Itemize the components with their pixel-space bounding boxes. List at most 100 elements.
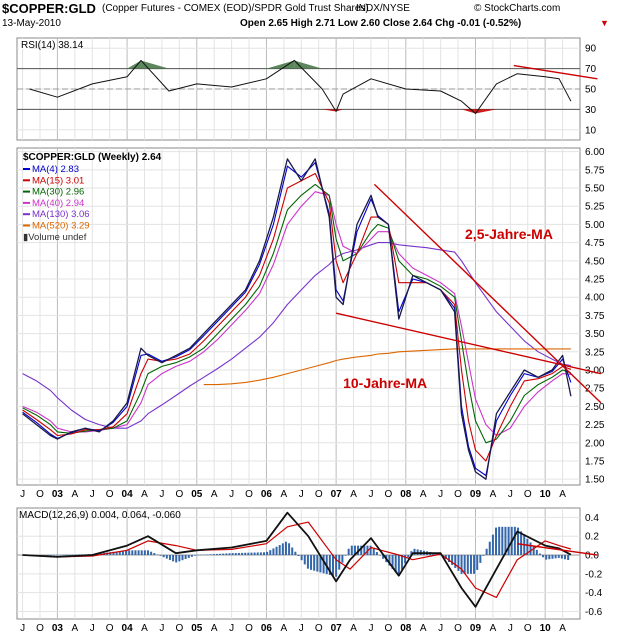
legend-entry: MA(30) 2.96 <box>32 187 84 198</box>
price-x-tick-label: A <box>71 489 78 500</box>
macd-histogram-bar <box>532 546 535 556</box>
macd-histogram-bar <box>222 553 225 556</box>
macd-x-tick-label: J <box>20 623 25 634</box>
macd-histogram-bar <box>71 554 74 556</box>
ohlc-readout: Open 2.65 High 2.71 Low 2.60 Close 2.64 … <box>240 18 522 29</box>
macd-histogram-bar <box>275 546 278 556</box>
price-x-tick-label: O <box>384 489 392 500</box>
price-x-tick-label: J <box>368 489 373 500</box>
macd-histogram-bar <box>284 541 287 556</box>
macd-histogram-bar <box>263 552 266 556</box>
price-x-tick-label: 06 <box>261 489 273 500</box>
macd-histogram-bar <box>78 554 81 556</box>
macd-histogram-bar <box>215 553 218 556</box>
macd-histogram-bar <box>256 552 259 556</box>
macd-histogram-bar <box>197 554 200 556</box>
macd-x-tick-label: 07 <box>331 623 343 634</box>
price-y-tick-label: 2.25 <box>585 420 605 431</box>
macd-histogram-bar <box>121 550 124 556</box>
macd-histogram-bar <box>278 545 281 556</box>
price-x-tick-label: J <box>229 489 234 500</box>
macd-histogram-bar <box>397 555 400 576</box>
price-x-tick-label: O <box>106 489 114 500</box>
macd-x-tick-label: 10 <box>540 623 552 634</box>
macd-histogram-bar <box>491 534 494 556</box>
macd-x-tick-label: A <box>420 623 427 634</box>
macd-histogram-bar <box>115 551 118 556</box>
macd-histogram-bar <box>564 555 567 560</box>
macd-histogram-bar <box>479 555 482 563</box>
price-annotation: 10-Jahre-MA <box>343 375 427 391</box>
macd-histogram-bar <box>59 554 62 556</box>
price-x-tick-label: J <box>299 489 304 500</box>
price-y-tick-label: 5.75 <box>585 165 605 176</box>
macd-histogram-bar <box>360 545 363 556</box>
macd-trendline <box>517 543 598 556</box>
macd-histogram-bar <box>294 551 297 556</box>
macd-histogram-bar <box>498 526 501 556</box>
macd-y-tick-label: 0.0 <box>585 551 599 562</box>
macd-x-tick-label: J <box>508 623 513 634</box>
macd-x-tick-label: A <box>559 623 566 634</box>
macd-x-tick-label: O <box>36 623 44 634</box>
brand-label: © StockCharts.com <box>474 3 561 14</box>
macd-histogram-bar <box>178 555 181 562</box>
macd-histogram-bar <box>504 526 507 556</box>
rsi-y-tick-label: 90 <box>585 44 597 55</box>
macd-histogram-bar <box>322 555 325 574</box>
macd-histogram-bar <box>125 550 128 556</box>
macd-x-tick-label: J <box>438 623 443 634</box>
chart-date: 13-May-2010 <box>2 18 61 29</box>
price-x-tick-label: O <box>36 489 44 500</box>
macd-x-tick-label: J <box>299 623 304 634</box>
macd-x-tick-label: O <box>106 623 114 634</box>
rsi-line <box>29 59 572 114</box>
price-trendline <box>373 183 602 404</box>
macd-histogram-bar <box>250 552 253 556</box>
macd-histogram-bar <box>560 555 563 559</box>
macd-histogram-bar <box>382 555 385 559</box>
price-trendline <box>335 312 602 375</box>
macd-histogram-bar <box>181 555 184 561</box>
rsi-overbought-fill <box>294 60 323 69</box>
macd-legend: MACD(12,26,9) 0.004, 0.064, -0.060 <box>19 510 181 521</box>
macd-x-tick-label: 03 <box>52 623 64 634</box>
price-x-tick-label: A <box>350 489 357 500</box>
macd-histogram-bar <box>247 552 250 556</box>
price-y-tick-label: 3.50 <box>585 329 605 340</box>
macd-histogram-bar <box>68 554 71 556</box>
macd-histogram-bar <box>241 552 244 556</box>
macd-histogram-bar <box>388 555 391 566</box>
macd-line <box>22 511 572 608</box>
legend-entry: MA(520) 3.29 <box>32 221 90 232</box>
macd-histogram-bar <box>300 555 303 561</box>
macd-histogram-bar <box>272 548 275 556</box>
macd-histogram-bar <box>379 555 382 556</box>
macd-histogram-bar <box>407 555 410 558</box>
rsi-overbought-fill <box>127 60 142 69</box>
price-x-tick-label: A <box>559 489 566 500</box>
macd-histogram-bar <box>231 553 234 556</box>
price-y-tick-label: 4.25 <box>585 275 605 286</box>
price-x-tick-label: A <box>490 489 497 500</box>
macd-histogram-bar <box>454 555 457 568</box>
price-y-tick-label: 2.00 <box>585 438 605 449</box>
macd-x-tick-label: O <box>454 623 462 634</box>
price-y-tick-label: 2.50 <box>585 402 605 413</box>
price-y-tick-label: 5.00 <box>585 220 605 231</box>
price-y-tick-label: 5.50 <box>585 184 605 195</box>
macd-x-tick-label: O <box>384 623 392 634</box>
rsi-y-tick-label: 30 <box>585 105 597 116</box>
macd-histogram-bar <box>416 549 419 556</box>
macd-histogram-bar <box>516 527 519 556</box>
macd-histogram-bar <box>507 526 510 556</box>
price-x-tick-label: J <box>438 489 443 500</box>
legend-entry: MA(40) 2.94 <box>32 198 84 209</box>
macd-histogram-bar <box>288 543 291 556</box>
macd-histogram-bar <box>65 554 68 556</box>
macd-histogram-bar <box>344 555 347 556</box>
macd-histogram-bar <box>372 548 375 556</box>
price-series-5 <box>22 242 571 429</box>
macd-histogram-bar <box>350 545 353 556</box>
